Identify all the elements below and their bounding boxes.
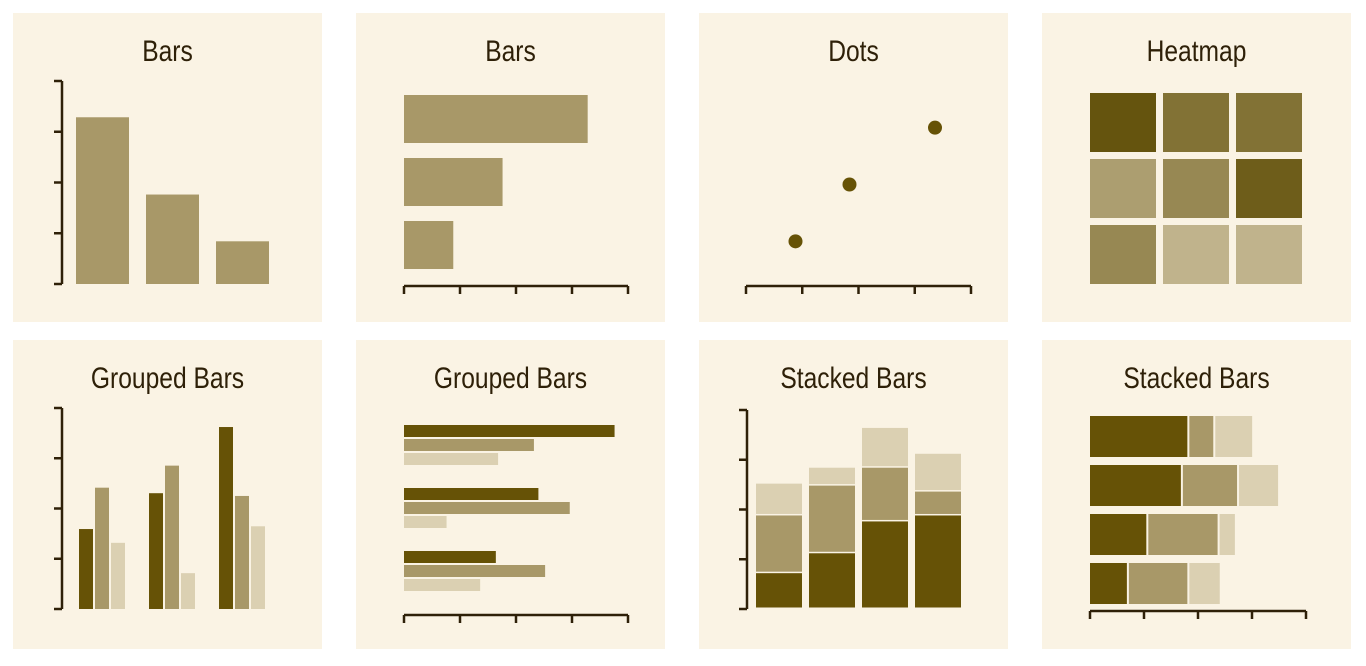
bar xyxy=(149,493,163,609)
bar-segment xyxy=(756,515,802,572)
bar-segment xyxy=(1090,465,1181,506)
bar xyxy=(404,516,447,528)
panel-grouped-bars-vertical: Grouped Bars xyxy=(13,340,322,649)
bar-segment xyxy=(1182,465,1238,506)
bar xyxy=(235,495,249,609)
heatmap-cell xyxy=(1236,159,1302,218)
chart-title: Heatmap xyxy=(1146,35,1247,68)
heatmap-cell xyxy=(1090,93,1156,152)
bar-segment xyxy=(915,453,961,491)
panel-dots: Dots xyxy=(699,13,1008,322)
heatmap-cell xyxy=(1090,225,1156,284)
heatmap-cell xyxy=(1090,159,1156,218)
bar xyxy=(219,427,233,609)
chart-stacked-bars-horizontal xyxy=(1088,416,1308,619)
chart-grouped-bars-horizontal xyxy=(402,425,630,623)
bar-segment xyxy=(756,483,802,514)
bar xyxy=(146,194,199,284)
bar xyxy=(404,439,534,451)
chart-title: Stacked Bars xyxy=(1123,362,1270,395)
bar-segment xyxy=(1090,563,1127,604)
bar-segment xyxy=(1090,416,1188,457)
bar xyxy=(79,529,93,609)
bar-segment xyxy=(1189,563,1220,604)
chart-title: Grouped Bars xyxy=(90,362,245,395)
bar xyxy=(404,488,539,500)
bar xyxy=(404,221,454,269)
panel-grouped-bars-horizontal: Grouped Bars xyxy=(356,340,665,649)
bar-segment xyxy=(862,427,908,467)
bar xyxy=(95,487,109,609)
bar xyxy=(404,158,503,206)
heatmap-cell xyxy=(1236,225,1302,284)
panel-stacked-bars-horizontal: Stacked Bars xyxy=(1042,340,1351,649)
panel-bars-horizontal: Bars xyxy=(356,13,665,322)
chart-title: Dots xyxy=(828,35,879,68)
bar xyxy=(404,453,499,465)
chart-dots xyxy=(744,120,973,294)
panel-stacked-bars-vertical: Stacked Bars xyxy=(699,340,1008,649)
bar xyxy=(251,526,265,609)
bar xyxy=(76,117,129,285)
chart-title: Bars xyxy=(142,35,193,68)
bar xyxy=(404,579,481,591)
chart-title: Stacked Bars xyxy=(780,362,927,395)
heatmap-cell xyxy=(1163,93,1229,152)
bar xyxy=(404,565,546,577)
chart-stacked-bars-vertical xyxy=(739,408,961,611)
bar-segment xyxy=(1219,514,1235,555)
heatmap-cell xyxy=(1236,93,1302,152)
chart-title: Bars xyxy=(485,35,536,68)
panel-heatmap: Heatmap xyxy=(1042,13,1351,322)
bar xyxy=(111,542,125,609)
bar xyxy=(404,502,570,514)
chart-bars-horizontal xyxy=(402,95,630,294)
bar xyxy=(404,425,615,437)
chart-bars-vertical xyxy=(54,79,269,286)
bar xyxy=(404,95,588,143)
bar-segment xyxy=(862,467,908,520)
bar-segment xyxy=(915,491,961,514)
bar-segment xyxy=(1128,563,1188,604)
panel-bars-vertical: Bars xyxy=(13,13,322,322)
chart-grouped-bars-vertical xyxy=(54,406,265,611)
bar-segment xyxy=(1215,416,1253,457)
bar xyxy=(181,573,195,609)
bar-segment xyxy=(809,553,855,608)
bar-segment xyxy=(809,485,855,552)
bar-segment xyxy=(1090,514,1147,555)
dot xyxy=(842,177,857,192)
bar xyxy=(404,551,496,563)
heatmap-cell xyxy=(1163,225,1229,284)
bar-segment xyxy=(809,467,855,485)
bar-segment xyxy=(756,573,802,608)
dot xyxy=(928,120,942,135)
bar-segment xyxy=(1148,514,1218,555)
bar-segment xyxy=(1239,465,1279,506)
dot xyxy=(788,234,803,249)
chart-title: Grouped Bars xyxy=(433,362,588,395)
bar-segment xyxy=(915,515,961,608)
heatmap-cell xyxy=(1163,159,1229,218)
bar xyxy=(216,241,269,284)
bar-segment xyxy=(862,521,908,608)
bar xyxy=(165,465,179,609)
chart-heatmap xyxy=(1090,93,1302,284)
bar-segment xyxy=(1189,416,1214,457)
